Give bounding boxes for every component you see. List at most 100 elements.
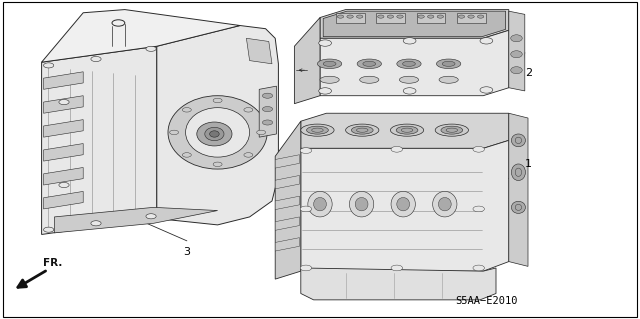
Circle shape [387, 15, 394, 18]
Circle shape [480, 38, 493, 44]
Ellipse shape [441, 126, 463, 134]
Polygon shape [157, 26, 278, 225]
Ellipse shape [351, 126, 373, 134]
Circle shape [356, 15, 363, 18]
Ellipse shape [442, 61, 455, 66]
Circle shape [257, 130, 266, 135]
Circle shape [473, 265, 484, 271]
Circle shape [213, 98, 222, 103]
Circle shape [146, 214, 156, 219]
Ellipse shape [511, 67, 522, 74]
Ellipse shape [435, 124, 468, 136]
Ellipse shape [308, 191, 332, 217]
Polygon shape [294, 18, 320, 104]
Ellipse shape [186, 108, 250, 157]
Circle shape [146, 46, 156, 51]
Polygon shape [336, 13, 365, 23]
Polygon shape [275, 217, 300, 230]
Circle shape [244, 108, 253, 112]
Circle shape [59, 182, 69, 188]
Circle shape [244, 153, 253, 157]
Ellipse shape [511, 134, 525, 147]
Polygon shape [509, 113, 528, 266]
Circle shape [300, 148, 312, 153]
Circle shape [477, 15, 484, 18]
Text: 3: 3 [184, 247, 190, 256]
Ellipse shape [168, 96, 268, 169]
Polygon shape [44, 120, 83, 137]
Circle shape [391, 146, 403, 152]
Ellipse shape [360, 76, 379, 83]
Circle shape [300, 206, 312, 212]
Polygon shape [320, 10, 509, 38]
Ellipse shape [307, 126, 328, 134]
Circle shape [91, 221, 101, 226]
Ellipse shape [205, 127, 224, 141]
Ellipse shape [356, 128, 368, 132]
Ellipse shape [511, 51, 522, 58]
Polygon shape [275, 196, 300, 210]
Polygon shape [301, 140, 509, 271]
Circle shape [473, 206, 484, 212]
Circle shape [91, 56, 101, 62]
Circle shape [347, 15, 353, 18]
Polygon shape [320, 30, 509, 96]
Ellipse shape [314, 197, 326, 211]
Circle shape [300, 265, 312, 271]
Text: S5AA−E2010: S5AA−E2010 [455, 296, 518, 307]
Polygon shape [44, 191, 83, 209]
Polygon shape [246, 38, 272, 64]
Ellipse shape [301, 124, 334, 136]
Ellipse shape [397, 59, 421, 69]
Circle shape [262, 120, 273, 125]
Ellipse shape [511, 35, 522, 42]
Ellipse shape [438, 197, 451, 211]
Ellipse shape [317, 59, 342, 69]
Text: 2: 2 [525, 68, 532, 78]
Polygon shape [54, 207, 218, 233]
Polygon shape [275, 175, 300, 189]
Ellipse shape [391, 191, 415, 217]
Circle shape [428, 15, 434, 18]
Circle shape [213, 162, 222, 167]
Ellipse shape [210, 131, 220, 137]
Ellipse shape [511, 164, 525, 181]
Circle shape [458, 15, 465, 18]
Polygon shape [44, 96, 83, 113]
Circle shape [473, 146, 484, 152]
Ellipse shape [515, 168, 522, 176]
Polygon shape [301, 268, 496, 300]
Circle shape [397, 15, 403, 18]
Polygon shape [44, 167, 83, 185]
Ellipse shape [403, 61, 415, 66]
Polygon shape [42, 46, 157, 234]
Polygon shape [275, 121, 301, 279]
Ellipse shape [399, 76, 419, 83]
Ellipse shape [436, 59, 461, 69]
Ellipse shape [312, 128, 323, 132]
Text: 1: 1 [525, 159, 532, 169]
Polygon shape [323, 11, 506, 37]
Ellipse shape [515, 137, 522, 144]
Circle shape [418, 15, 424, 18]
Polygon shape [44, 144, 83, 161]
Polygon shape [509, 11, 525, 91]
Circle shape [468, 15, 474, 18]
Polygon shape [457, 13, 486, 23]
Polygon shape [259, 86, 276, 137]
Ellipse shape [363, 61, 376, 66]
Ellipse shape [197, 122, 232, 146]
Circle shape [319, 40, 332, 46]
Circle shape [337, 15, 344, 18]
Polygon shape [42, 10, 240, 62]
Ellipse shape [397, 197, 410, 211]
Ellipse shape [401, 128, 413, 132]
Ellipse shape [346, 124, 379, 136]
Ellipse shape [320, 76, 339, 83]
Circle shape [403, 88, 416, 94]
Circle shape [378, 15, 384, 18]
Circle shape [437, 15, 444, 18]
Circle shape [262, 107, 273, 112]
Polygon shape [275, 155, 300, 168]
Circle shape [182, 108, 191, 112]
